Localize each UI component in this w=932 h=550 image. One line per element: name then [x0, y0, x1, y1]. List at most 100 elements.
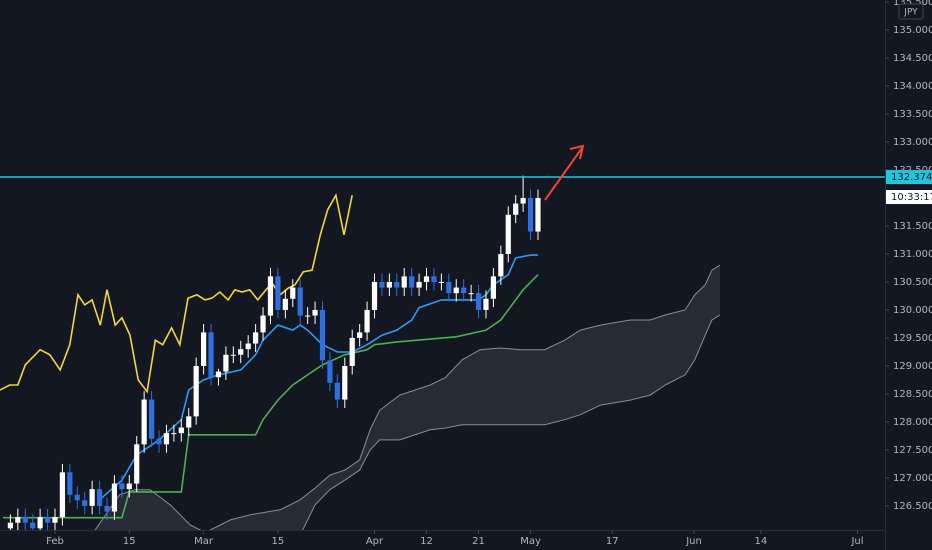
y-tick-label: 129.000: [893, 361, 932, 372]
y-tick-label: 126.500: [893, 501, 932, 512]
candle-body: [193, 365, 199, 417]
candle-body: [245, 343, 251, 350]
x-tick-label: Mar: [194, 536, 214, 547]
candle-body: [171, 433, 177, 435]
candle-body: [223, 354, 229, 372]
candle-body: [349, 337, 355, 366]
candle-body: [201, 332, 207, 366]
x-tick-label: Jun: [685, 536, 702, 547]
candle-body: [215, 371, 222, 378]
x-tick-label: 14: [755, 536, 768, 547]
candle-body: [82, 500, 88, 506]
candle-body: [431, 276, 437, 282]
candle-body: [230, 354, 236, 356]
candle-body: [505, 214, 511, 254]
candle-body: [401, 276, 407, 288]
candle-body: [30, 522, 36, 529]
candle-body: [475, 293, 482, 310]
candle-body: [148, 399, 155, 439]
candle-body: [67, 472, 73, 495]
y-tick-label: 127.000: [893, 473, 932, 484]
y-tick-label: 131.500: [893, 221, 932, 232]
candle-body: [357, 332, 363, 338]
candle-body: [89, 489, 95, 506]
candle-body: [520, 197, 526, 204]
currency-label: JPY: [903, 8, 918, 18]
y-tick-label: 127.500: [893, 445, 932, 456]
candle-body: [513, 203, 519, 215]
candle-body: [7, 522, 14, 529]
candle-body: [37, 517, 43, 529]
cloud-area: [95, 265, 721, 530]
candle-body: [111, 483, 118, 512]
candle-body: [461, 287, 467, 294]
candle-body: [319, 309, 326, 361]
candle-body: [238, 349, 244, 355]
x-tick-label: 15: [272, 536, 285, 547]
x-tick-label: 21: [472, 536, 485, 547]
candle-body: [119, 483, 125, 490]
currency-badge: [898, 3, 924, 20]
candle-body: [260, 315, 266, 333]
candle-body: [126, 483, 132, 490]
candle-body: [163, 433, 170, 445]
candle-body: [416, 281, 422, 288]
candle-body: [253, 332, 259, 344]
candle-body: [327, 360, 333, 383]
countdown-label: 10:33:17: [891, 192, 932, 203]
arrow-shaft: [544, 147, 583, 201]
candle-body: [423, 276, 430, 282]
x-tick-label: Jul: [850, 536, 863, 547]
candle-body: [498, 253, 504, 277]
candle-body: [156, 438, 162, 445]
axes: 135.500135.000134.500134.000133.500133.0…: [46, 0, 932, 547]
cloud-span-a: [94, 314, 721, 530]
candle-body: [527, 197, 534, 232]
candle-body: [490, 276, 497, 299]
arrow-head: [569, 144, 585, 160]
price-line-label: 132.374: [891, 172, 932, 183]
candle-body: [15, 517, 21, 523]
cloud-span-b: [209, 264, 721, 530]
candle-body: [364, 309, 370, 333]
candle-body: [386, 281, 392, 288]
x-tick-label: 12: [420, 536, 433, 547]
candle-body: [104, 505, 110, 512]
candle-body: [297, 287, 303, 316]
y-tick-label: 128.000: [893, 417, 932, 428]
candle-body: [342, 365, 348, 400]
candle-body: [446, 281, 452, 294]
candle-body: [290, 287, 296, 299]
candle-body: [535, 197, 541, 232]
x-tick-label: Feb: [46, 536, 64, 547]
candle-body: [141, 399, 147, 445]
y-tick-label: 131.000: [893, 249, 932, 260]
candle-body: [134, 444, 140, 484]
candle-body: [96, 489, 103, 506]
y-tick-label: 128.500: [893, 389, 932, 400]
y-tick-label: 133.500: [893, 109, 932, 120]
y-tick-label: 130.500: [893, 277, 932, 288]
candle-body: [59, 472, 66, 518]
price-line-badge: [886, 170, 932, 185]
x-tick-label: 15: [123, 536, 136, 547]
countdown-badge: [886, 190, 932, 205]
candle-body: [208, 332, 214, 378]
candle-body: [275, 276, 281, 310]
candle-body: [371, 281, 378, 310]
candle-body: [379, 281, 385, 288]
candle-body: [409, 276, 415, 288]
candle-body: [74, 494, 80, 501]
candle-body: [334, 382, 340, 400]
plot-area: [0, 175, 885, 530]
candle-body: [453, 287, 459, 294]
y-tick-label: 134.000: [893, 81, 932, 92]
candle-body: [186, 416, 192, 428]
y-tick-label: 134.500: [893, 53, 932, 64]
annotation-arrow: [544, 144, 585, 201]
candle-body: [282, 298, 288, 310]
y-tick-label: 135.000: [893, 25, 932, 36]
y-tick-label: 130.000: [893, 305, 932, 316]
candle-body: [178, 427, 184, 434]
